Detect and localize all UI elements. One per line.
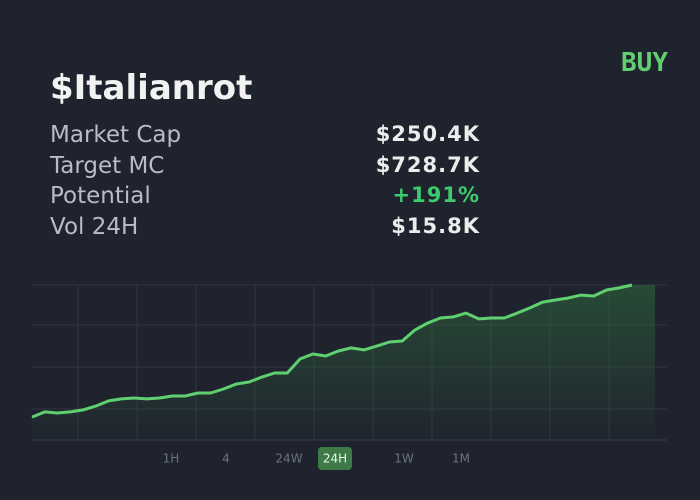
timeframe-label: 1H <box>163 452 180 466</box>
stat-label: Market Cap <box>50 122 182 148</box>
stat-label: Target MC <box>50 152 165 179</box>
timeframe-label: 1W <box>394 452 414 466</box>
buy-button[interactable]: BUY <box>621 48 668 78</box>
token-title: $Italianrot <box>50 68 253 108</box>
timeframe-button[interactable]: 24W <box>275 452 302 466</box>
stat-value: $15.8K <box>391 213 480 238</box>
stat-row: Market Cap $250.4K <box>50 122 480 152</box>
timeframe-button[interactable]: 24H <box>318 447 352 470</box>
timeframe-button[interactable]: 4 <box>222 452 230 466</box>
timeframe-button[interactable]: 1H <box>163 452 180 466</box>
timeframe-button[interactable]: 1W <box>394 452 414 466</box>
timeframe-button[interactable]: 1M <box>452 452 470 466</box>
stat-row: Potential +191% <box>50 183 480 213</box>
stat-label: Potential <box>50 183 151 209</box>
stat-value: $250.4K <box>375 122 480 146</box>
stat-value: +191% <box>392 183 480 207</box>
timeframe-label: 24H <box>323 452 347 466</box>
timeframe-label: 4 <box>222 452 230 466</box>
stat-value: $728.7K <box>375 152 480 177</box>
stat-row: Vol 24H $15.8K <box>50 214 480 244</box>
stat-row: Target MC $728.7K <box>50 153 480 183</box>
timeframe-label: 1M <box>452 452 470 466</box>
timeframe-label: 24W <box>275 452 302 466</box>
price-line <box>31 283 633 419</box>
timeframe-active-bg <box>318 447 352 470</box>
stat-label: Vol 24H <box>50 213 139 240</box>
area <box>32 285 655 440</box>
